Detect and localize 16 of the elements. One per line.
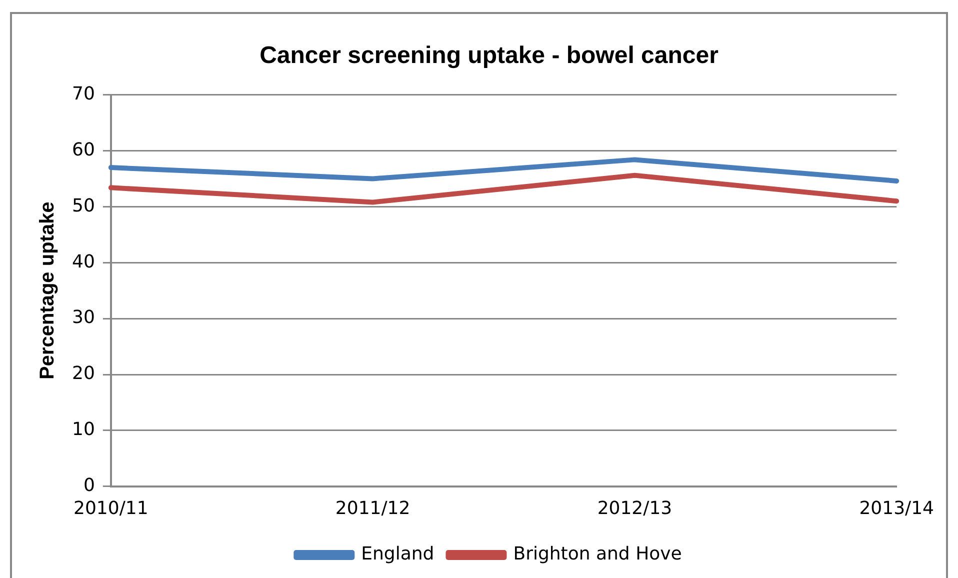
chart-title: Cancer screening uptake - bowel cancer: [260, 42, 718, 70]
y-axis-title: Percentage uptake: [36, 202, 59, 380]
y-tick-label: 70: [72, 83, 95, 104]
x-tick-label: 2010/11: [74, 498, 148, 519]
y-tick-label: 10: [72, 419, 95, 440]
legend-label: England: [361, 544, 434, 565]
y-tick-label: 30: [72, 307, 95, 328]
y-tick-label: 20: [72, 363, 95, 384]
y-tick-label: 0: [83, 475, 95, 496]
y-tick-label: 60: [72, 139, 95, 160]
x-tick-label: 2012/13: [597, 498, 672, 519]
y-tick-label: 40: [72, 251, 95, 272]
x-tick-label: 2011/12: [335, 498, 410, 519]
x-tick-label: 2013/14: [859, 498, 934, 519]
y-tick-label: 50: [72, 195, 95, 216]
legend-label: Brighton and Hove: [513, 544, 682, 565]
